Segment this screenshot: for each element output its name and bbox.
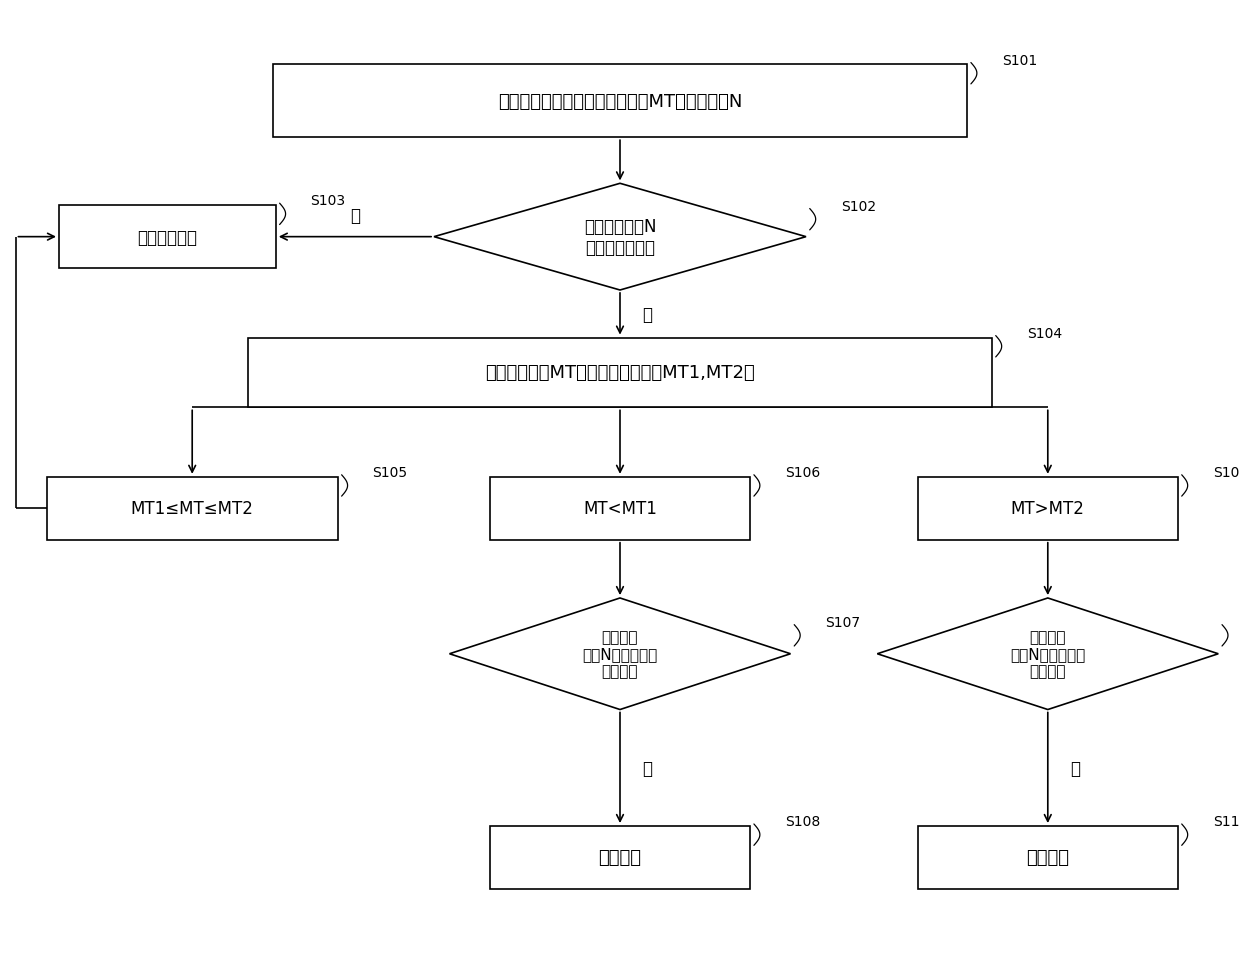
Text: 降低档位: 降低档位	[1027, 849, 1069, 866]
Text: S104: S104	[1027, 327, 1061, 340]
Text: 升高档位: 升高档位	[599, 849, 641, 866]
Text: S107: S107	[826, 615, 861, 629]
Text: S103: S103	[310, 194, 346, 208]
Text: S106: S106	[785, 465, 820, 480]
Polygon shape	[434, 184, 806, 291]
Bar	[273, 66, 967, 138]
Text: MT<MT1: MT<MT1	[583, 500, 657, 517]
Text: 判断档位信号N
是否为空挡信号: 判断档位信号N 是否为空挡信号	[584, 218, 656, 257]
Bar	[47, 477, 337, 541]
Text: 否: 否	[642, 759, 652, 777]
Bar	[248, 338, 992, 408]
Text: 否: 否	[642, 305, 652, 324]
Bar	[490, 826, 750, 890]
Text: 判断档位
信号N是否为最高
档位信号: 判断档位 信号N是否为最高 档位信号	[583, 629, 657, 679]
Bar	[918, 826, 1178, 890]
Polygon shape	[449, 598, 791, 709]
Text: S108: S108	[785, 814, 820, 828]
Text: MT>MT2: MT>MT2	[1011, 500, 1085, 517]
Bar	[918, 477, 1178, 541]
Polygon shape	[878, 598, 1218, 709]
Text: 判断档位
信号N是否为最低
档位信号: 判断档位 信号N是否为最低 档位信号	[1011, 629, 1085, 679]
Text: 是: 是	[350, 207, 360, 225]
Text: 否: 否	[1070, 759, 1080, 777]
Text: 比对涡轮扭矩MT和预设扭矩范围（MT1,MT2）: 比对涡轮扭矩MT和预设扭矩范围（MT1,MT2）	[485, 364, 755, 382]
Text: S102: S102	[841, 200, 875, 213]
Text: S101: S101	[1002, 53, 1037, 68]
Text: S109: S109	[1213, 465, 1240, 480]
Text: S105: S105	[372, 465, 408, 480]
Bar	[60, 206, 277, 269]
Bar	[490, 477, 750, 541]
Text: MT1≤MT≤MT2: MT1≤MT≤MT2	[130, 500, 254, 517]
Text: 获取当前油门状态下的涡轮扭矩MT和档位信号N: 获取当前油门状态下的涡轮扭矩MT和档位信号N	[497, 93, 743, 110]
Text: S111: S111	[1213, 814, 1240, 828]
Text: 保持当前档位: 保持当前档位	[138, 229, 197, 246]
